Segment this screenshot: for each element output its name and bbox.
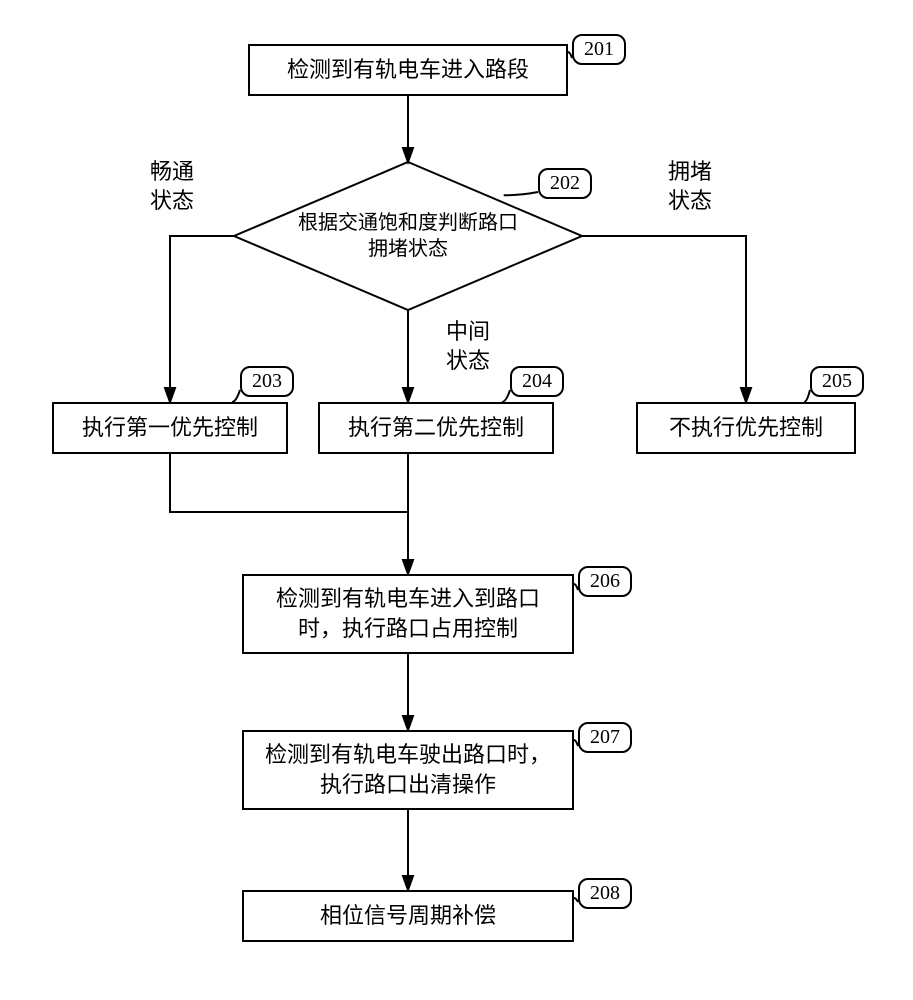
tag-205: 205 <box>810 366 864 397</box>
node-203-first-priority: 执行第一优先控制 <box>52 402 288 454</box>
tag-208: 208 <box>578 878 632 909</box>
a-202-205 <box>582 236 746 402</box>
node-201-text: 检测到有轨电车进入路段 <box>287 55 529 85</box>
tag-204: 204 <box>510 366 564 397</box>
node-208-text: 相位信号周期补偿 <box>320 901 496 931</box>
flow-lines <box>0 0 913 1000</box>
node-208-phase-compensation: 相位信号周期补偿 <box>242 890 574 942</box>
node-204-text: 执行第二优先控制 <box>348 413 524 443</box>
a-203-join <box>170 454 408 512</box>
node-207-text: 检测到有轨电车驶出路口时，执行路口出清操作 <box>265 740 551 799</box>
tag-201: 201 <box>572 34 626 65</box>
edge-label-mid: 中间状态 <box>446 318 490 375</box>
tag-203: 203 <box>240 366 294 397</box>
node-206-occupy-intersection: 检测到有轨电车进入到路口时，执行路口占用控制 <box>242 574 574 654</box>
edge-label-clear: 畅通状态 <box>150 158 194 215</box>
node-201-detect-tram-enter-section: 检测到有轨电车进入路段 <box>248 44 568 96</box>
node-206-text: 检测到有轨电车进入到路口时，执行路口占用控制 <box>276 584 540 643</box>
tag-207: 207 <box>578 722 632 753</box>
tag-202: 202 <box>538 168 592 199</box>
node-202-decision-text: 根据交通饱和度判断路口拥堵状态 <box>283 192 534 281</box>
node-203-text: 执行第一优先控制 <box>82 413 258 443</box>
node-207-clear-intersection: 检测到有轨电车驶出路口时，执行路口出清操作 <box>242 730 574 810</box>
node-205-text: 不执行优先控制 <box>669 413 823 443</box>
tag-206: 206 <box>578 566 632 597</box>
edge-label-jam: 拥堵状态 <box>668 158 712 215</box>
node-205-no-priority: 不执行优先控制 <box>636 402 856 454</box>
a-202-203 <box>170 236 234 402</box>
node-204-second-priority: 执行第二优先控制 <box>318 402 554 454</box>
